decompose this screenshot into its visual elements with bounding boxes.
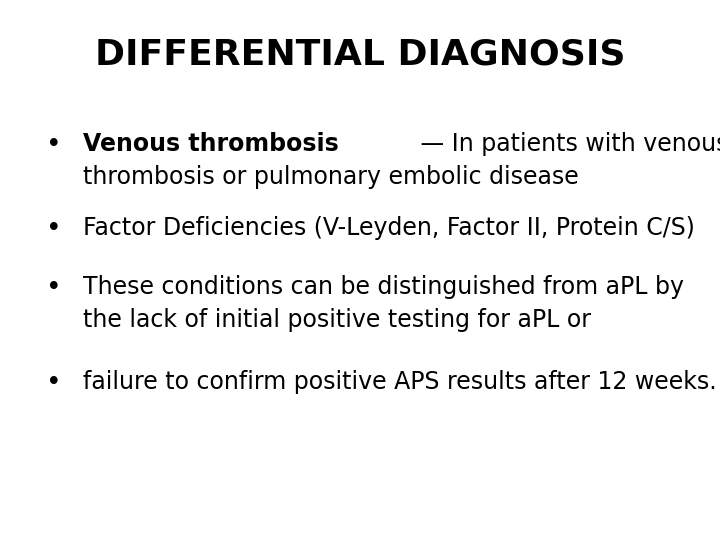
Text: •: • bbox=[46, 275, 62, 301]
Text: These conditions can be distinguished from aPL by: These conditions can be distinguished fr… bbox=[83, 275, 684, 299]
Text: •: • bbox=[46, 132, 62, 158]
Text: — In patients with venous: — In patients with venous bbox=[413, 132, 720, 156]
Text: thrombosis or pulmonary embolic disease: thrombosis or pulmonary embolic disease bbox=[83, 165, 579, 188]
Text: the lack of initial positive testing for aPL or: the lack of initial positive testing for… bbox=[83, 308, 591, 332]
Text: Factor Deficiencies (V-Leyden, Factor II, Protein C/S): Factor Deficiencies (V-Leyden, Factor II… bbox=[83, 216, 695, 240]
Text: •: • bbox=[46, 216, 62, 242]
Text: •: • bbox=[46, 370, 62, 396]
Text: Venous thrombosis: Venous thrombosis bbox=[83, 132, 338, 156]
Text: DIFFERENTIAL DIAGNOSIS: DIFFERENTIAL DIAGNOSIS bbox=[95, 38, 625, 72]
Text: failure to confirm positive APS results after 12 weeks.: failure to confirm positive APS results … bbox=[83, 370, 716, 394]
